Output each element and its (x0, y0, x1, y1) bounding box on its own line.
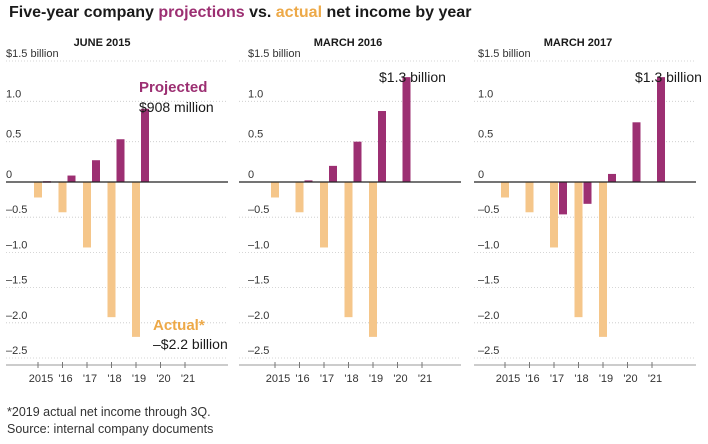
projected-bar (353, 141, 362, 182)
projected-bar (559, 182, 567, 215)
actual-bar (574, 182, 583, 318)
actual-bar (320, 182, 328, 248)
panel-title: JUNE 2015 (74, 37, 131, 49)
x-tick-label: '17 (320, 373, 334, 385)
actual-bar (83, 182, 91, 248)
x-tick-label: '20 (156, 373, 170, 385)
projected-bar (608, 173, 616, 182)
y-tick-label: –1.0 (478, 239, 499, 251)
actual-bar (344, 182, 353, 318)
y-tick-label: –1.0 (248, 239, 269, 251)
title-actual-word: actual (275, 4, 323, 21)
actual-bar (599, 182, 607, 337)
y-tick-label: –2.5 (478, 345, 499, 357)
y-tick-label: 1.0 (6, 88, 21, 100)
projected-bar (329, 165, 337, 182)
actual-bar (369, 182, 377, 337)
y-tick-label: –1.5 (248, 275, 269, 287)
actual-bar (271, 182, 279, 198)
y-tick-label: $1.5 billion (478, 48, 531, 60)
x-tick-label: 2015 (496, 373, 520, 385)
footnote-source: Source: internal company documents (7, 422, 214, 436)
projected-bar (378, 111, 386, 182)
projected-bar (141, 108, 149, 182)
y-tick-label: 0.5 (248, 129, 263, 141)
projected-label: Projected (139, 79, 207, 96)
projected-bar (116, 139, 125, 182)
footnote: *2019 actual net income through 3Q. Sour… (7, 404, 213, 438)
projected-value-label: $908 million (139, 99, 214, 115)
panel-title: MARCH 2017 (544, 37, 612, 49)
x-tick-label: '18 (344, 373, 358, 385)
x-tick-label: '21 (418, 373, 432, 385)
panel3-value-label: $1.3 billion (635, 69, 702, 85)
x-tick-label: '21 (648, 373, 662, 385)
title-suffix: net income by year (322, 4, 472, 21)
y-tick-label: 0.5 (6, 129, 21, 141)
title-projected-word: projections (158, 4, 245, 21)
actual-bar (295, 182, 304, 213)
y-tick-label: $1.5 billion (6, 48, 59, 60)
actual-bar (550, 182, 558, 248)
x-tick-label: 2015 (29, 373, 53, 385)
projected-bar (402, 77, 411, 182)
y-tick-label: –2.5 (6, 345, 27, 357)
y-tick-label: 0 (248, 169, 254, 181)
y-tick-label: –2.0 (6, 310, 27, 322)
title-middle: vs. (244, 4, 276, 21)
projected-bar (583, 182, 592, 204)
x-tick-label: '20 (393, 373, 407, 385)
x-tick-label: '16 (525, 373, 539, 385)
projected-bar (632, 122, 641, 182)
y-tick-label: 0.5 (478, 129, 493, 141)
actual-bar (501, 182, 509, 198)
panel2-value-label: $1.3 billion (379, 69, 446, 85)
y-tick-label: –2.5 (248, 345, 269, 357)
y-tick-label: 0 (478, 169, 484, 181)
x-tick-label: '17 (550, 373, 564, 385)
y-tick-label: $1.5 billion (248, 48, 301, 60)
actual-bar (58, 182, 67, 213)
x-tick-label: '16 (58, 373, 72, 385)
actual-bar (525, 182, 534, 213)
y-tick-label: –0.5 (478, 204, 499, 216)
x-tick-label: '18 (107, 373, 121, 385)
actual-bar (107, 182, 116, 318)
actual-label: Actual* (153, 317, 205, 334)
x-tick-label: '16 (295, 373, 309, 385)
x-tick-label: '20 (623, 373, 637, 385)
title-prefix: Five-year company (9, 4, 159, 21)
charts-canvas: JUNE 2015 $1.5 billion 1.0 0.5 0 –0.5 –1.0 –1.5… (6, 37, 702, 385)
chart-title: Five-year company projections vs. actual… (9, 4, 471, 22)
panel-title: MARCH 2016 (314, 37, 382, 49)
projected-bar (92, 160, 100, 182)
projected-bar (304, 180, 313, 182)
y-tick-label: –2.0 (248, 310, 269, 322)
y-tick-label: 1.0 (248, 88, 263, 100)
projected-bar (67, 175, 76, 182)
y-tick-label: 1.0 (478, 88, 493, 100)
footnote-note: *2019 actual net income through 3Q. (7, 405, 211, 419)
actual-value-label: –$2.2 billion (153, 336, 228, 352)
x-tick-label: '19 (599, 373, 613, 385)
x-tick-label: '19 (369, 373, 383, 385)
projected-bar (657, 77, 665, 182)
x-tick-label: '17 (83, 373, 97, 385)
y-tick-label: –0.5 (248, 204, 269, 216)
actual-bar (34, 182, 42, 198)
actual-bar (132, 182, 140, 337)
y-tick-label: 0 (6, 169, 12, 181)
x-tick-label: 2015 (266, 373, 290, 385)
y-tick-label: –2.0 (478, 310, 499, 322)
x-tick-label: '19 (132, 373, 146, 385)
y-tick-label: –0.5 (6, 204, 27, 216)
x-tick-label: '18 (574, 373, 588, 385)
y-tick-label: –1.5 (6, 275, 27, 287)
y-tick-label: –1.0 (6, 239, 27, 251)
x-tick-label: '21 (181, 373, 195, 385)
y-tick-label: –1.5 (478, 275, 499, 287)
